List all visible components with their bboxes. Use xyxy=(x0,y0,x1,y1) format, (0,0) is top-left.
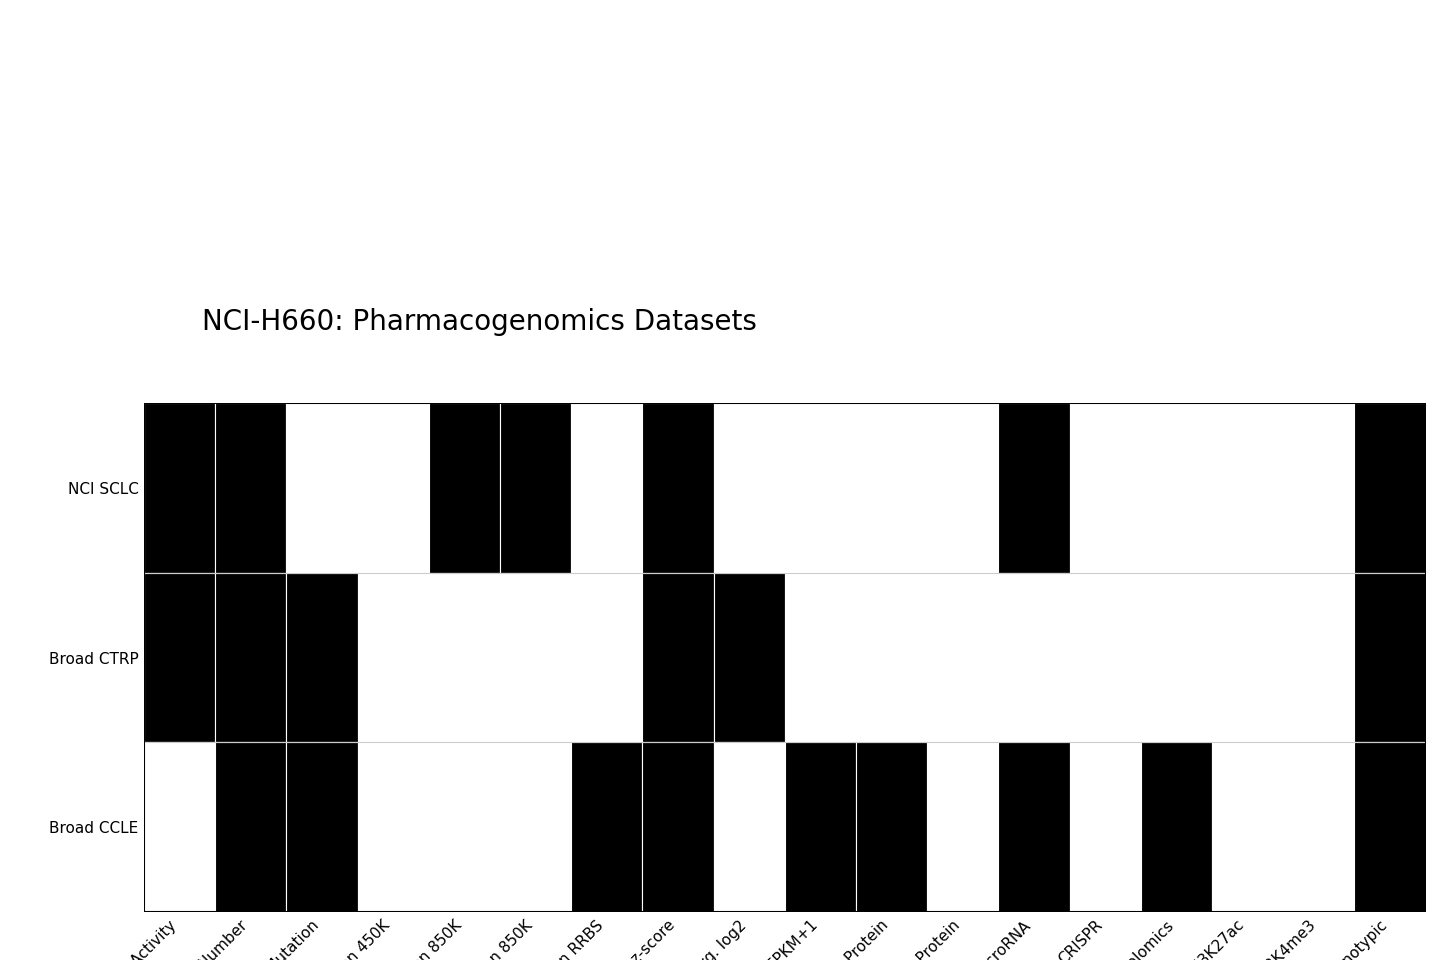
Bar xyxy=(500,403,572,573)
Bar xyxy=(855,573,927,742)
Bar xyxy=(429,403,500,573)
Bar xyxy=(642,573,714,742)
Bar xyxy=(1212,742,1283,912)
Bar xyxy=(642,742,714,912)
Bar xyxy=(572,742,642,912)
Bar xyxy=(1283,742,1355,912)
Bar xyxy=(1140,742,1212,912)
Bar xyxy=(1355,403,1426,573)
Bar xyxy=(1070,403,1140,573)
Bar xyxy=(215,403,287,573)
Bar xyxy=(1070,742,1140,912)
Bar xyxy=(429,742,500,912)
Bar xyxy=(500,573,572,742)
Text: NCI-H660: Pharmacogenomics Datasets: NCI-H660: Pharmacogenomics Datasets xyxy=(202,308,756,336)
Bar xyxy=(1355,742,1426,912)
Bar xyxy=(287,573,357,742)
Bar xyxy=(1140,403,1212,573)
Bar xyxy=(1283,403,1355,573)
Bar xyxy=(785,742,855,912)
Bar xyxy=(572,573,642,742)
Bar xyxy=(287,742,357,912)
Bar xyxy=(642,403,714,573)
Bar xyxy=(357,573,429,742)
Bar xyxy=(1070,573,1140,742)
Bar xyxy=(714,403,785,573)
Bar xyxy=(1355,573,1426,742)
Bar xyxy=(1283,573,1355,742)
Bar xyxy=(855,403,927,573)
Bar xyxy=(785,403,855,573)
Bar xyxy=(144,403,215,573)
Bar xyxy=(144,573,215,742)
Bar xyxy=(714,742,785,912)
Bar xyxy=(287,403,357,573)
Bar xyxy=(927,573,998,742)
Bar xyxy=(144,742,215,912)
Bar xyxy=(855,742,927,912)
Bar xyxy=(357,403,429,573)
Bar xyxy=(572,403,642,573)
Bar xyxy=(998,573,1070,742)
Bar xyxy=(927,403,998,573)
Bar xyxy=(1212,403,1283,573)
Bar xyxy=(998,403,1070,573)
Bar xyxy=(215,573,287,742)
Bar xyxy=(500,742,572,912)
Bar xyxy=(714,573,785,742)
Bar xyxy=(785,573,855,742)
Bar xyxy=(998,742,1070,912)
Bar xyxy=(1212,573,1283,742)
Bar xyxy=(927,742,998,912)
Bar xyxy=(357,742,429,912)
Bar xyxy=(1140,573,1212,742)
Bar xyxy=(215,742,287,912)
Bar xyxy=(429,573,500,742)
